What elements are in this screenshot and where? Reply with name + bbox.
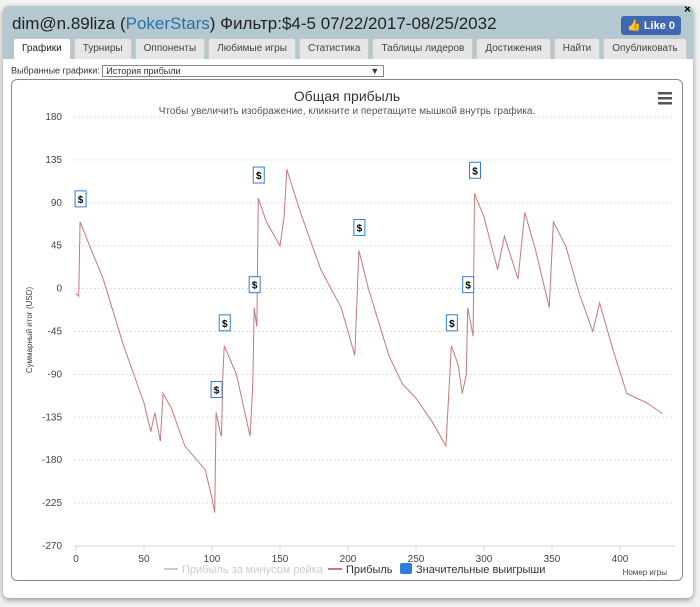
svg-text:$: $ [222,319,228,330]
svg-text:$: $ [252,281,258,292]
like-label: Like 0 [643,20,675,32]
window-header: dim@n.89liza (PokerStars) Фильтр:$4-5 07… [3,6,693,59]
tab-1[interactable]: Турниры [73,38,132,59]
big-win-marker[interactable]: $ [462,276,475,294]
big-win-marker[interactable]: $ [252,166,265,184]
x-tick-label: 350 [544,554,561,565]
y-tick-label: -135 [42,412,62,423]
legend-net-profit[interactable]: Прибыль за минусом рейка [182,564,324,576]
menu-icon[interactable] [658,92,672,105]
tab-2[interactable]: Оппоненты [134,38,206,59]
tab-7[interactable]: Найти [553,38,601,59]
close-icon[interactable]: × [683,6,691,16]
x-tick-label: 400 [612,554,629,565]
svg-text:$: $ [256,171,262,182]
x-tick-label: 200 [340,554,357,565]
y-axis-label: Суммарный итог (USD) [25,287,34,374]
y-tick-label: -270 [42,541,62,552]
svg-text:$: $ [449,319,455,330]
legend: Прибыль за минусом рейка Прибыль Значитель… [164,563,545,576]
y-tick-label: -90 [48,369,63,380]
svg-text:$: $ [214,386,220,397]
svg-text:$: $ [465,281,471,292]
tab-6[interactable]: Достижения [476,38,551,59]
x-axis-label: Номер игры [623,568,668,577]
y-tick-label: 180 [45,112,62,123]
chart-select[interactable]: История прибыли ▼ [102,65,385,77]
site-link[interactable]: PokerStars [125,14,210,33]
x-tick-label: 50 [138,554,150,565]
like-button[interactable]: 👍 Like 0 [621,16,681,35]
username: dim@n.89liza [12,14,116,33]
tab-0[interactable]: Графики [13,38,71,59]
profit-line [75,169,663,513]
x-tick-label: 0 [73,554,79,565]
stats-window: dim@n.89liza (PokerStars) Фильтр:$4-5 07… [3,6,693,598]
big-win-marker[interactable]: $ [248,276,261,294]
chart-panel: Общая прибыль Чтобы увеличить изображение… [11,79,683,581]
y-tick-label: -180 [42,455,62,466]
x-tick-label: 150 [272,554,289,565]
big-win-marker[interactable]: $ [353,218,366,236]
x-tick-label: 250 [408,554,425,565]
y-tick-label: -45 [48,327,63,338]
y-tick-label: -225 [42,498,62,509]
svg-text:$: $ [472,166,478,177]
y-tick-label: 45 [51,241,63,252]
svg-text:$: $ [78,195,84,206]
big-win-marker[interactable]: $ [468,161,481,179]
tab-5[interactable]: Таблицы лидеров [372,38,474,59]
chart-selector: Выбранные графики: История прибыли ▼ [11,65,385,77]
big-win-marker[interactable]: $ [210,381,223,399]
y-tick-label: 135 [45,155,62,166]
x-tick-label: 300 [476,554,493,565]
selector-label: Выбранные графики: [11,65,100,76]
big-win-marker[interactable]: $ [74,190,87,208]
y-tick-label: 0 [56,284,62,295]
tab-4[interactable]: Статистика [298,38,370,59]
tab-8[interactable]: Опубликовать [603,38,687,59]
big-win-marker[interactable]: $ [445,314,458,332]
select-value: История прибыли [106,66,181,76]
window-title: dim@n.89liza (PokerStars) Фильтр:$4-5 07… [12,14,497,33]
chart-title: Общая прибыль [294,88,400,104]
legend-big-wins[interactable]: Значительные выигрыши [416,564,545,576]
chart-subtitle: Чтобы увеличить изображение, кликните и … [159,105,536,117]
legend-swatch [400,563,412,574]
x-tick-label: 100 [204,554,221,565]
svg-text:$: $ [357,223,363,234]
y-tick-label: 90 [51,198,63,209]
tab-3[interactable]: Любимые игры [208,38,296,59]
tab-bar: Графики Турниры Оппоненты Любимые игры Стати… [13,38,687,59]
big-win-marker[interactable]: $ [218,314,231,332]
legend-profit[interactable]: Прибыль [346,564,393,576]
filter-text: Фильтр:$4-5 07/22/2017-08/25/2032 [220,14,497,33]
chevron-down-icon: ▼ [370,66,380,76]
